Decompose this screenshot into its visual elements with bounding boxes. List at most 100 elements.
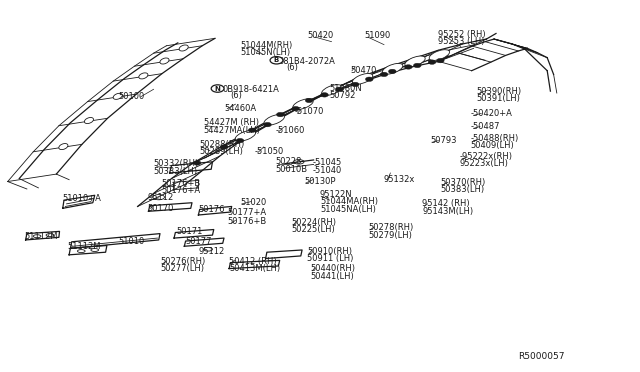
Ellipse shape [59,144,68,150]
Text: 50228: 50228 [275,157,301,166]
Text: 95132x: 95132x [384,175,415,184]
Text: 54427M (RH): 54427M (RH) [204,118,259,127]
Text: 95252 (RH): 95252 (RH) [438,30,486,39]
Text: 51112M: 51112M [24,232,58,241]
Text: -51070: -51070 [294,107,324,116]
Text: 50010B: 50010B [275,165,307,174]
Circle shape [220,145,228,149]
Ellipse shape [353,74,372,84]
Text: 54460A: 54460A [224,104,256,113]
Text: 50911 (LH): 50911 (LH) [307,254,353,263]
Text: 51044M(RH): 51044M(RH) [240,41,292,50]
Text: -51045: -51045 [312,158,342,167]
Circle shape [380,72,388,77]
Ellipse shape [236,131,255,141]
Text: 50176+A: 50176+A [161,186,200,195]
Circle shape [292,106,300,111]
Text: -95222x(RH): -95222x(RH) [460,152,513,161]
Text: 50412 (RH): 50412 (RH) [229,257,276,266]
Circle shape [436,58,444,63]
Ellipse shape [91,248,99,251]
Text: 51080N: 51080N [330,84,362,93]
Text: 51010: 51010 [118,237,145,246]
Circle shape [276,112,284,117]
Ellipse shape [264,115,284,125]
Text: B: B [274,57,279,63]
Circle shape [335,87,343,92]
Circle shape [351,82,359,87]
Text: -51040: -51040 [312,166,342,175]
Text: 50383(LH): 50383(LH) [440,185,484,194]
Text: (6): (6) [230,92,243,100]
Circle shape [264,122,271,127]
Text: 50440(RH): 50440(RH) [310,264,355,273]
Text: 51045NA(LH): 51045NA(LH) [320,205,376,214]
Ellipse shape [429,50,449,60]
Circle shape [404,65,412,69]
Circle shape [270,57,283,64]
Ellipse shape [179,45,188,51]
Text: 50177+A: 50177+A [227,208,266,217]
Text: 50441(LH): 50441(LH) [310,272,354,280]
Text: 95122N: 95122N [320,190,353,199]
Text: 50176+B: 50176+B [227,217,266,226]
Text: 95112: 95112 [147,193,173,202]
Text: 50288(RH): 50288(RH) [200,140,245,149]
Text: 50332(RH): 50332(RH) [154,159,199,168]
Ellipse shape [139,73,148,79]
Text: 50333(LH): 50333(LH) [154,167,198,176]
Circle shape [321,93,328,97]
Ellipse shape [33,235,41,238]
Ellipse shape [383,64,403,74]
Text: 50176+B: 50176+B [161,179,200,187]
Ellipse shape [204,247,212,251]
Text: 50409(LH): 50409(LH) [470,141,514,150]
Text: 50224(RH): 50224(RH) [291,218,336,227]
Text: 50177: 50177 [186,237,212,246]
Ellipse shape [294,160,304,164]
Text: 50792: 50792 [330,91,356,100]
Text: N: N [214,86,221,92]
Ellipse shape [160,58,169,64]
Text: 50278(RH): 50278(RH) [368,223,413,232]
Circle shape [365,77,373,81]
Text: 51090: 51090 [365,31,391,40]
Text: 50225(LH): 50225(LH) [291,225,335,234]
Text: 95112: 95112 [198,247,225,256]
Circle shape [428,60,436,64]
Text: 50390(RH): 50390(RH) [477,87,522,96]
Circle shape [305,98,313,103]
Text: 50793: 50793 [430,136,456,145]
Text: -50488(RH): -50488(RH) [470,134,518,143]
Text: 50176: 50176 [198,205,225,214]
Text: 51044MA(RH): 51044MA(RH) [320,197,378,206]
Circle shape [388,69,396,74]
Ellipse shape [46,234,54,237]
Text: -51050: -51050 [255,147,284,156]
Text: 51020: 51020 [240,198,266,207]
Text: 95253 (LH): 95253 (LH) [438,37,485,46]
Text: 95143M(LH): 95143M(LH) [422,207,474,216]
Text: R5000057: R5000057 [518,352,565,361]
Text: 50470: 50470 [351,66,377,75]
Text: 50277(LH): 50277(LH) [160,264,204,273]
Circle shape [236,138,244,143]
Ellipse shape [77,250,85,253]
Ellipse shape [322,85,342,95]
Text: 50420: 50420 [307,31,333,40]
Text: 50130P: 50130P [304,177,335,186]
Ellipse shape [293,99,313,109]
Ellipse shape [405,56,425,67]
Text: 50910(RH): 50910(RH) [307,247,352,256]
Text: 50279(LH): 50279(LH) [368,231,412,240]
Text: (6): (6) [286,63,298,72]
Circle shape [413,63,421,68]
Text: 081B4-2072A: 081B4-2072A [278,57,335,65]
Text: 95223x(LH): 95223x(LH) [460,159,508,168]
Circle shape [211,85,224,92]
Text: -51060: -51060 [275,126,305,135]
Text: 50170: 50170 [147,204,173,213]
Text: 50276(RH): 50276(RH) [160,257,205,266]
Ellipse shape [113,93,122,99]
Circle shape [248,128,256,132]
